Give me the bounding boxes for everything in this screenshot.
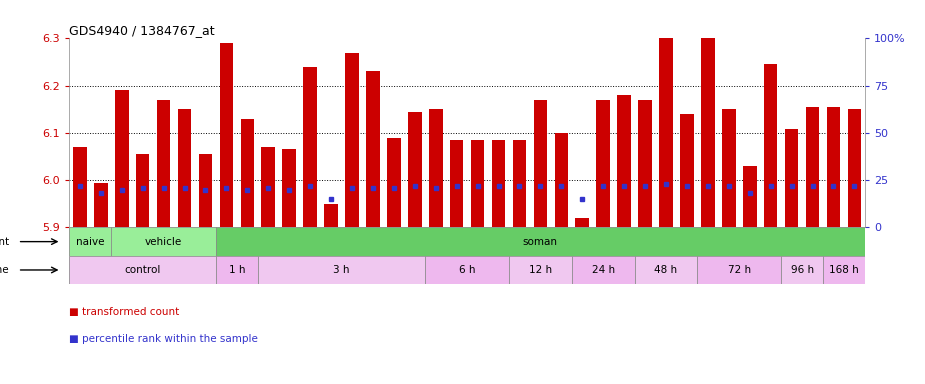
Text: vehicle: vehicle: [145, 237, 182, 247]
Bar: [781, 256, 823, 284]
Bar: [115, 90, 129, 227]
Bar: [258, 256, 426, 284]
Bar: [764, 65, 778, 227]
Text: 3 h: 3 h: [333, 265, 350, 275]
Text: time: time: [0, 265, 10, 275]
Bar: [262, 147, 275, 227]
Bar: [216, 256, 258, 284]
Bar: [325, 204, 338, 227]
Text: 24 h: 24 h: [592, 265, 615, 275]
Bar: [617, 95, 631, 227]
Bar: [303, 67, 317, 227]
Bar: [450, 140, 463, 227]
Bar: [111, 227, 216, 256]
Bar: [743, 166, 757, 227]
Text: agent: agent: [0, 237, 10, 247]
Text: 168 h: 168 h: [829, 265, 858, 275]
Bar: [492, 140, 505, 227]
Text: 1 h: 1 h: [228, 265, 245, 275]
Bar: [701, 29, 715, 227]
Text: 6 h: 6 h: [459, 265, 475, 275]
Bar: [345, 53, 359, 227]
Bar: [178, 109, 191, 227]
Bar: [660, 15, 672, 227]
Bar: [94, 182, 107, 227]
Bar: [827, 107, 840, 227]
Bar: [471, 140, 485, 227]
Text: naive: naive: [76, 237, 105, 247]
Bar: [509, 256, 572, 284]
Bar: [806, 107, 820, 227]
Text: GDS4940 / 1384767_at: GDS4940 / 1384767_at: [69, 24, 215, 37]
Bar: [69, 227, 111, 256]
Bar: [554, 133, 568, 227]
Text: 48 h: 48 h: [655, 265, 677, 275]
Bar: [575, 218, 589, 227]
Bar: [408, 112, 422, 227]
Bar: [680, 114, 694, 227]
Bar: [136, 154, 150, 227]
Bar: [823, 256, 865, 284]
Bar: [366, 71, 380, 227]
Bar: [534, 100, 548, 227]
Bar: [512, 140, 526, 227]
Bar: [240, 119, 254, 227]
Text: control: control: [125, 265, 161, 275]
Bar: [429, 109, 442, 227]
Bar: [635, 256, 697, 284]
Bar: [722, 109, 735, 227]
Bar: [73, 147, 87, 227]
Text: ■ percentile rank within the sample: ■ percentile rank within the sample: [69, 334, 258, 344]
Bar: [597, 100, 610, 227]
Bar: [784, 129, 798, 227]
Bar: [156, 100, 170, 227]
Bar: [69, 256, 216, 284]
Bar: [847, 109, 861, 227]
Bar: [282, 149, 296, 227]
Text: 72 h: 72 h: [728, 265, 751, 275]
Bar: [216, 227, 865, 256]
Bar: [219, 43, 233, 227]
Bar: [199, 154, 212, 227]
Text: ■ transformed count: ■ transformed count: [69, 307, 179, 317]
Bar: [426, 256, 509, 284]
Bar: [638, 100, 652, 227]
Bar: [387, 137, 401, 227]
Text: soman: soman: [523, 237, 558, 247]
Text: 96 h: 96 h: [791, 265, 814, 275]
Bar: [697, 256, 781, 284]
Text: 12 h: 12 h: [529, 265, 552, 275]
Bar: [572, 256, 635, 284]
